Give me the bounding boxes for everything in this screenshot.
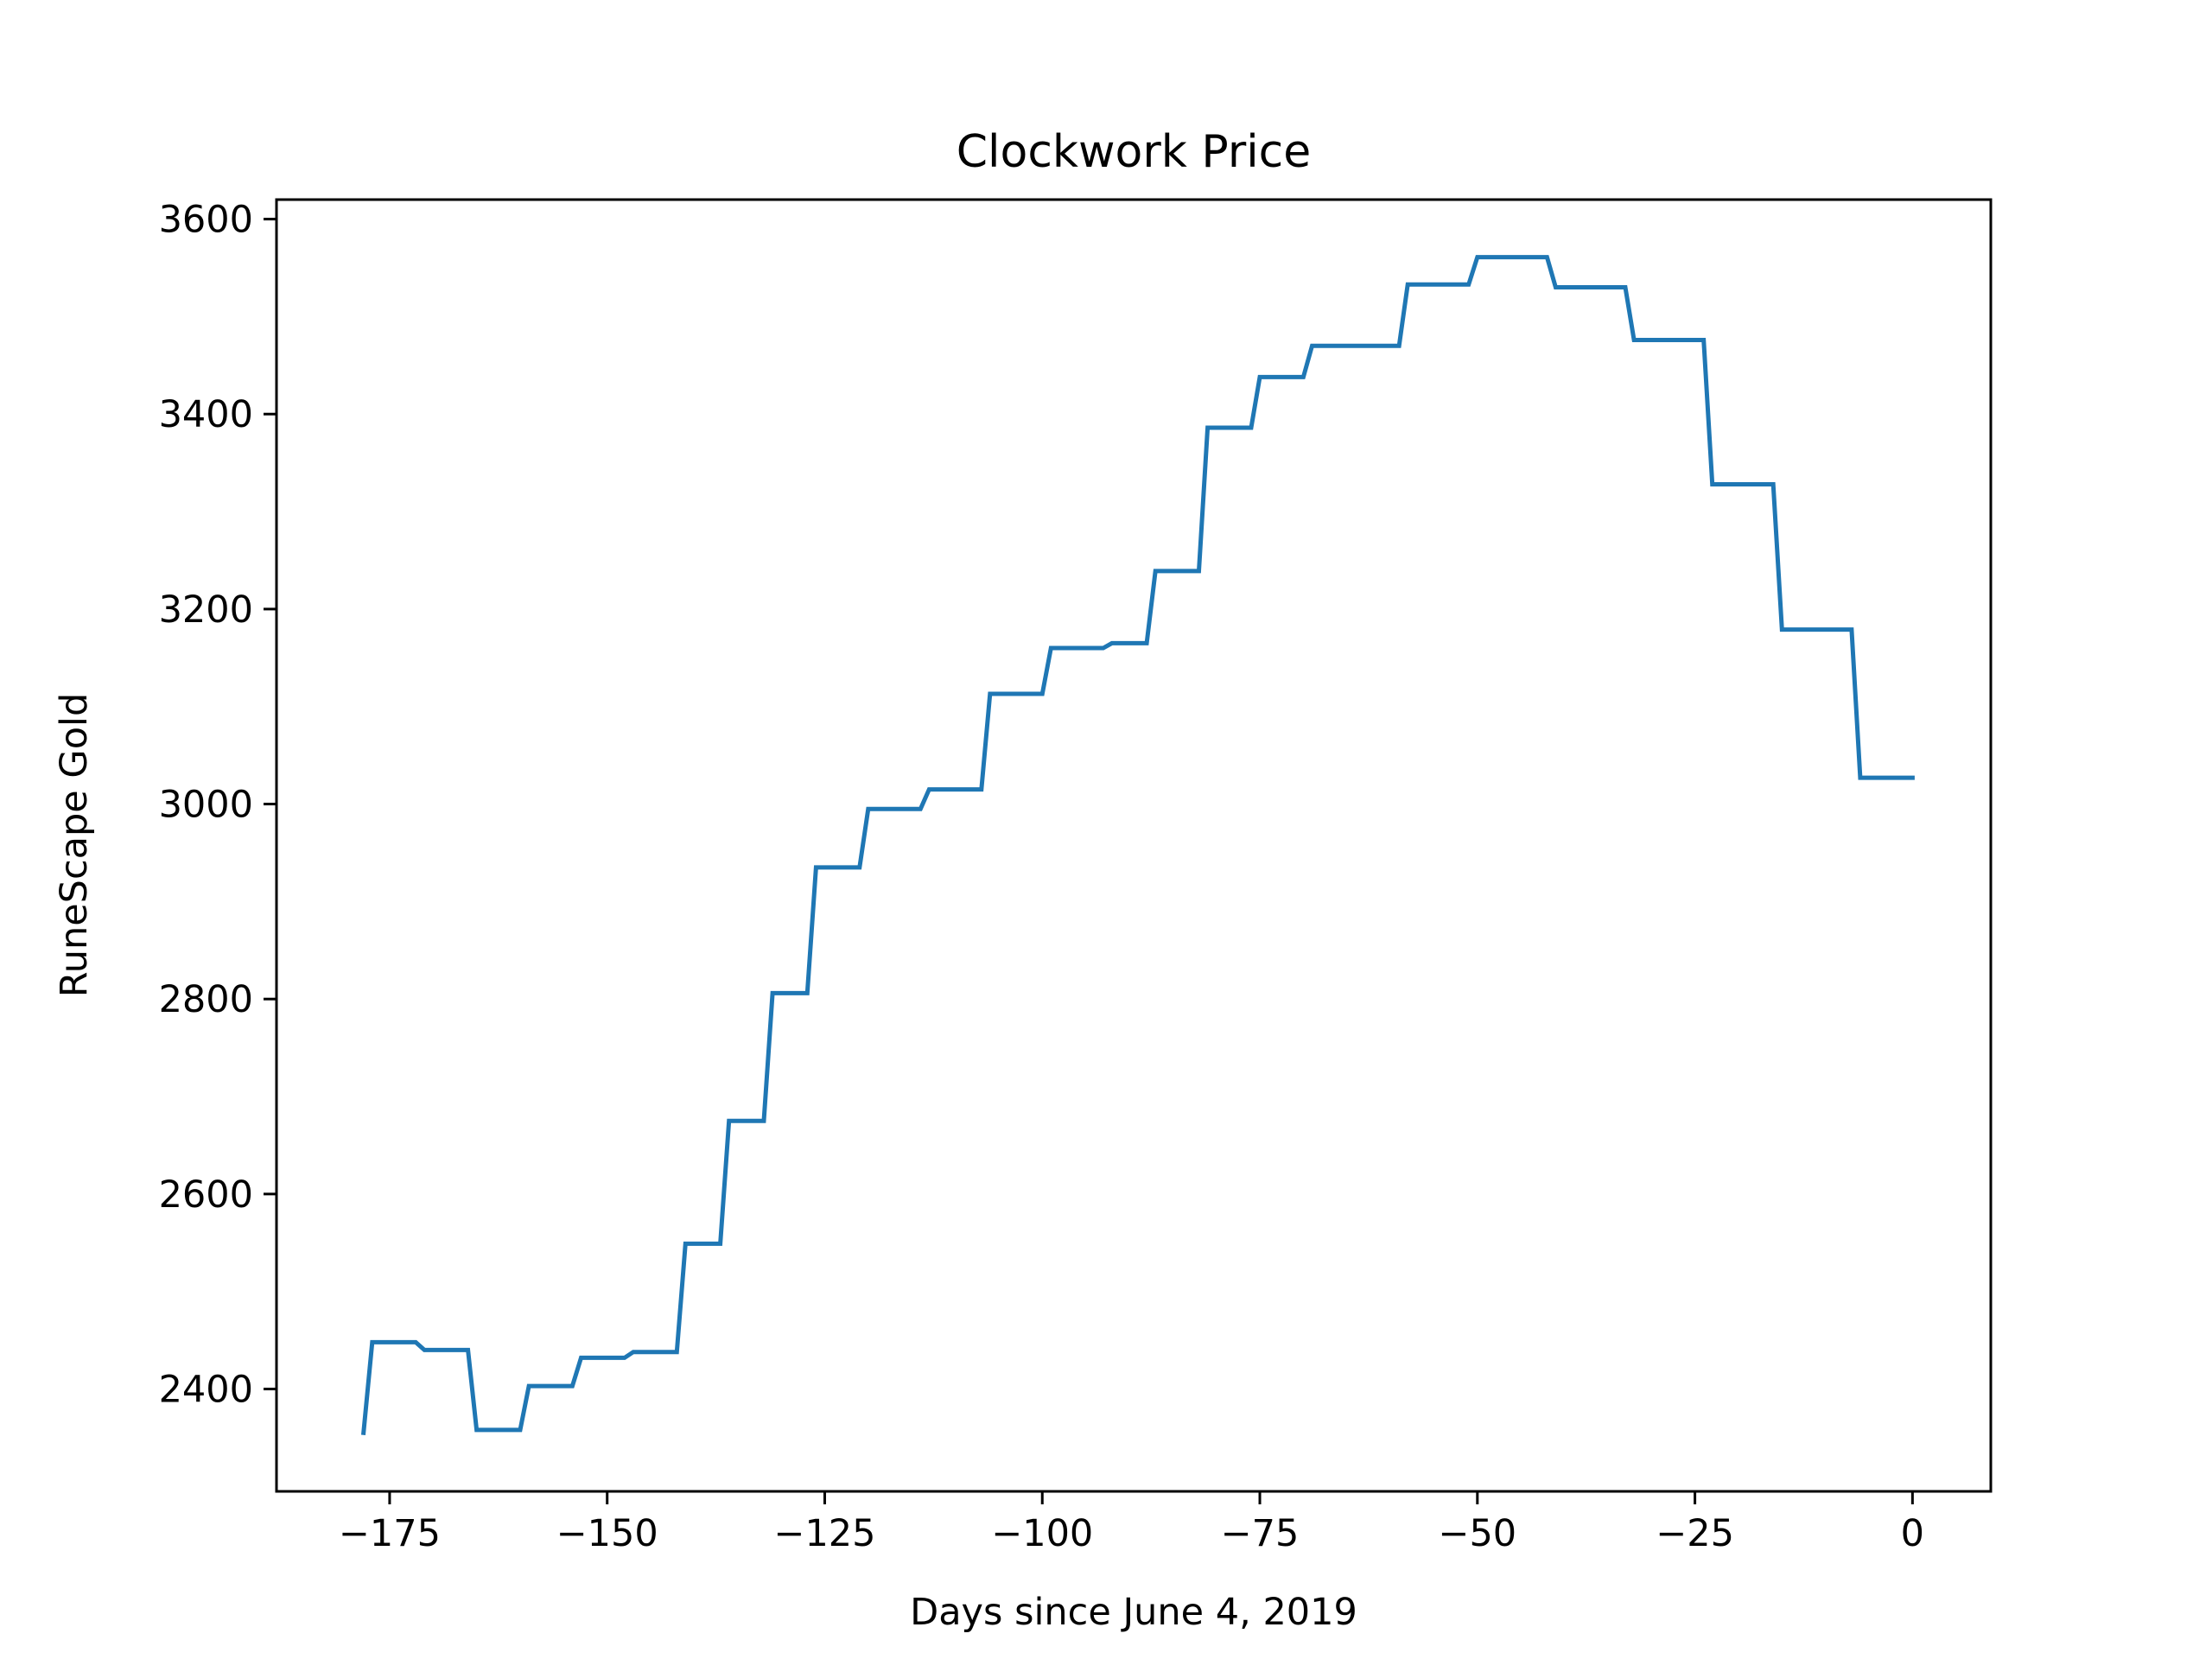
x-tick-label: −125 — [773, 1512, 875, 1555]
y-tick-label: 2800 — [159, 978, 253, 1021]
x-tick-label: 0 — [1901, 1512, 1924, 1555]
x-tick-label: −100 — [991, 1512, 1093, 1555]
x-tick-label: −50 — [1438, 1512, 1516, 1555]
x-tick-label: −25 — [1656, 1512, 1734, 1555]
y-tick-label: 2400 — [159, 1369, 253, 1412]
x-axis: −175 −150 −125 −100 −75 −50 −25 0 — [339, 1491, 1924, 1555]
y-tick-label: 3000 — [159, 784, 253, 827]
y-tick-label: 3600 — [159, 199, 253, 242]
y-tick-label: 2600 — [159, 1173, 253, 1217]
x-tick-label: −75 — [1221, 1512, 1300, 1555]
y-tick-label: 3400 — [159, 393, 253, 436]
x-tick-label: −150 — [556, 1512, 658, 1555]
plot-layer — [360, 255, 1915, 1436]
y-axis: 2400 2600 2800 3000 3200 3400 3600 — [159, 199, 276, 1412]
axes-frame — [275, 198, 1993, 1493]
chart-title: Clockwork Price — [957, 126, 1312, 178]
series-line-0 — [360, 255, 1915, 1436]
x-axis-label: Days since June 4, 2019 — [910, 1591, 1357, 1634]
x-tick-label: −175 — [339, 1512, 441, 1555]
y-tick-label: 3200 — [159, 588, 253, 632]
y-axis-label: RuneScape Gold — [53, 693, 96, 997]
